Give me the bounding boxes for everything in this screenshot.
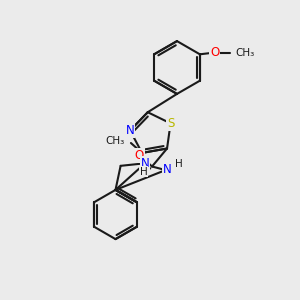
Text: N: N — [126, 124, 134, 137]
Text: H: H — [175, 158, 183, 169]
Text: O: O — [135, 148, 144, 162]
Text: O: O — [210, 46, 220, 59]
Text: H: H — [140, 167, 148, 177]
Text: CH₃: CH₃ — [106, 136, 125, 146]
Text: N: N — [163, 163, 171, 176]
Text: CH₃: CH₃ — [236, 48, 255, 58]
Text: N: N — [141, 157, 149, 170]
Text: S: S — [167, 117, 174, 130]
